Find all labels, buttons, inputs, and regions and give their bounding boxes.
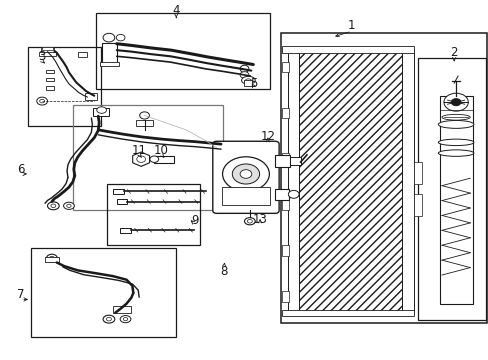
Bar bbox=[288, 51, 299, 313]
Bar bbox=[299, 51, 401, 313]
Bar bbox=[281, 291, 289, 302]
Ellipse shape bbox=[288, 190, 299, 198]
Ellipse shape bbox=[244, 218, 255, 225]
Ellipse shape bbox=[47, 202, 59, 210]
Bar bbox=[281, 310, 413, 316]
Text: 10: 10 bbox=[154, 144, 169, 157]
Bar bbox=[281, 245, 289, 256]
Bar bbox=[113, 189, 123, 194]
Bar bbox=[413, 194, 422, 216]
Bar bbox=[84, 93, 97, 100]
Text: 6: 6 bbox=[18, 163, 25, 176]
Text: 8: 8 bbox=[220, 265, 227, 278]
Bar bbox=[45, 69, 54, 73]
Text: 9: 9 bbox=[191, 214, 198, 227]
Ellipse shape bbox=[244, 79, 251, 84]
Bar bbox=[41, 48, 54, 54]
Ellipse shape bbox=[441, 114, 469, 120]
Bar bbox=[113, 306, 131, 313]
Text: 1: 1 bbox=[347, 19, 355, 32]
Bar bbox=[281, 62, 289, 72]
Ellipse shape bbox=[247, 220, 252, 223]
Text: 7: 7 bbox=[18, 288, 25, 301]
Bar bbox=[221, 187, 270, 205]
Bar bbox=[439, 96, 472, 304]
Text: 12: 12 bbox=[260, 130, 275, 144]
Bar bbox=[275, 155, 289, 167]
Circle shape bbox=[443, 93, 468, 111]
Bar bbox=[45, 78, 54, 81]
Ellipse shape bbox=[240, 72, 248, 78]
Bar bbox=[275, 189, 288, 200]
Ellipse shape bbox=[97, 107, 106, 113]
Circle shape bbox=[232, 164, 259, 184]
Ellipse shape bbox=[103, 315, 115, 323]
Ellipse shape bbox=[67, 204, 71, 207]
Bar bbox=[413, 162, 422, 184]
Bar bbox=[281, 108, 289, 118]
Bar bbox=[27, 47, 101, 126]
Bar bbox=[107, 184, 199, 245]
Ellipse shape bbox=[63, 202, 74, 210]
Ellipse shape bbox=[106, 318, 111, 321]
Bar bbox=[281, 153, 289, 164]
Text: 13: 13 bbox=[252, 213, 267, 226]
Bar bbox=[100, 62, 119, 66]
Ellipse shape bbox=[140, 112, 149, 119]
Circle shape bbox=[116, 35, 125, 41]
Bar bbox=[281, 199, 289, 210]
Ellipse shape bbox=[49, 256, 54, 260]
Bar bbox=[41, 46, 53, 50]
Bar bbox=[280, 33, 487, 323]
Ellipse shape bbox=[437, 139, 473, 145]
Bar bbox=[93, 108, 109, 116]
Bar bbox=[154, 156, 173, 163]
Circle shape bbox=[222, 157, 269, 191]
Circle shape bbox=[137, 156, 145, 162]
Ellipse shape bbox=[37, 97, 47, 105]
Bar bbox=[39, 52, 56, 56]
Bar bbox=[401, 51, 413, 313]
Ellipse shape bbox=[437, 150, 473, 156]
Bar bbox=[45, 86, 54, 90]
Text: 2: 2 bbox=[449, 46, 457, 59]
Bar bbox=[31, 248, 176, 337]
Bar bbox=[417, 58, 485, 320]
Circle shape bbox=[240, 170, 251, 178]
Bar bbox=[244, 80, 252, 86]
Text: 4: 4 bbox=[172, 4, 180, 17]
Ellipse shape bbox=[46, 254, 57, 262]
Ellipse shape bbox=[40, 99, 44, 103]
Bar bbox=[44, 257, 59, 262]
Ellipse shape bbox=[150, 156, 158, 162]
Circle shape bbox=[103, 33, 115, 42]
FancyBboxPatch shape bbox=[212, 141, 279, 213]
Bar bbox=[136, 121, 153, 126]
Ellipse shape bbox=[240, 65, 248, 72]
Text: 11: 11 bbox=[132, 144, 147, 157]
Text: 3: 3 bbox=[39, 50, 46, 63]
Ellipse shape bbox=[123, 318, 127, 321]
Bar bbox=[289, 157, 300, 165]
Bar bbox=[281, 46, 413, 53]
Bar bbox=[102, 43, 117, 64]
Bar bbox=[117, 199, 127, 204]
Bar bbox=[96, 13, 269, 89]
Ellipse shape bbox=[120, 316, 131, 323]
Circle shape bbox=[450, 99, 460, 106]
Ellipse shape bbox=[437, 121, 473, 129]
Bar bbox=[120, 228, 131, 233]
Bar bbox=[78, 52, 87, 57]
Bar bbox=[73, 105, 222, 211]
Text: 5: 5 bbox=[250, 77, 257, 90]
Ellipse shape bbox=[51, 204, 56, 208]
Ellipse shape bbox=[241, 76, 255, 84]
